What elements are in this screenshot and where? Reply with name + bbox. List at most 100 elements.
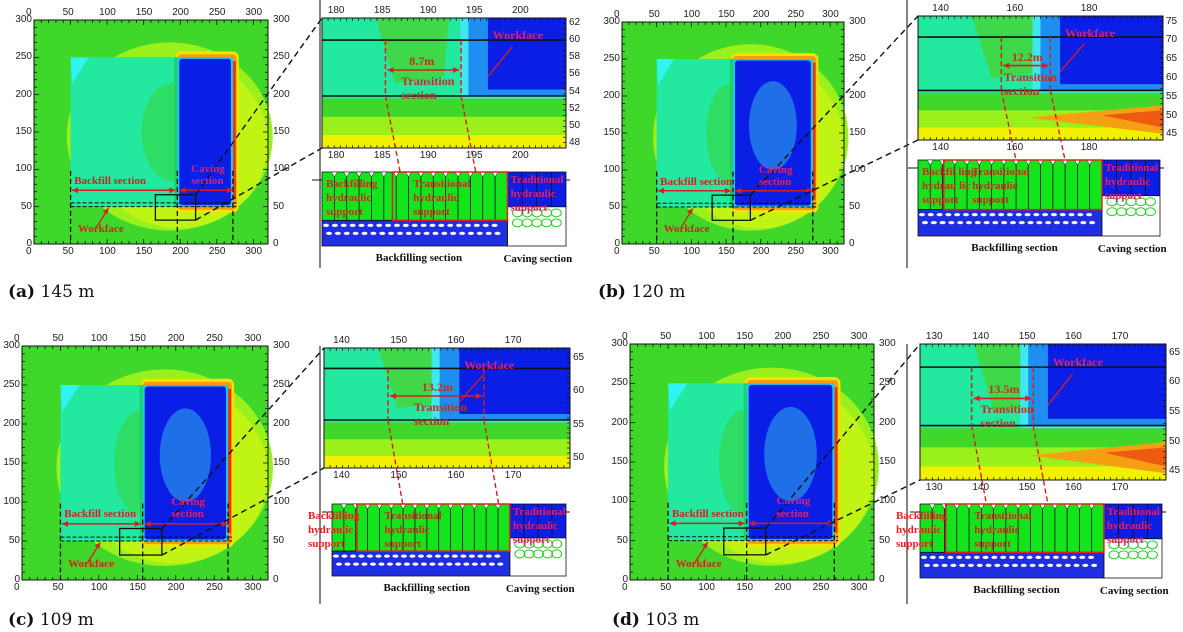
zoom-x-tick-top: 140 bbox=[333, 335, 350, 346]
overview-y-tick-left: 150 bbox=[3, 457, 20, 468]
overview-y-tick-left: 0 bbox=[26, 238, 32, 249]
workface-label: Workface bbox=[663, 223, 710, 236]
overview-x-tick-top: 50 bbox=[648, 9, 660, 20]
panel-caption: (b) 120 m bbox=[598, 282, 685, 302]
backfill-section-label: Backfill section bbox=[74, 175, 147, 188]
overview-y-tick-right: 100 bbox=[879, 495, 896, 507]
zoom-x-tick-bottom: 195 bbox=[465, 150, 483, 161]
zoom-x-tick-top: 130 bbox=[925, 331, 943, 342]
caving-section-label: Caving bbox=[171, 495, 205, 508]
overview-y-tick-left: 100 bbox=[611, 495, 628, 507]
zoom-y-tick: 60 bbox=[569, 34, 581, 46]
transition-distance-label: 8.7m bbox=[409, 54, 435, 68]
overview-y-tick-right: 200 bbox=[273, 88, 290, 100]
zoom-x-tick-top: 170 bbox=[1111, 331, 1129, 342]
overview-x-tick-bottom: 50 bbox=[52, 582, 64, 593]
traditional-support-label: support bbox=[1104, 190, 1142, 202]
overview-y-tick-left: 150 bbox=[15, 126, 32, 137]
caving-section-label: Caving section bbox=[503, 253, 573, 265]
overview-x-tick-top: 200 bbox=[172, 7, 189, 18]
backfilling-support-label: Backfil ling bbox=[922, 166, 977, 178]
caving-section-label-2: section bbox=[191, 175, 224, 188]
traditional-support-label: hydraulic bbox=[1106, 520, 1153, 532]
overview-y-tick-right: 100 bbox=[849, 164, 866, 175]
overview-x-tick-bottom: 0 bbox=[14, 582, 20, 593]
zoom-x-tick-top: 140 bbox=[932, 3, 949, 14]
zoom-y-tick: 50 bbox=[1166, 109, 1178, 121]
transitional-support-label: hydraulic bbox=[972, 180, 1018, 192]
transition-section-label-2: section bbox=[413, 414, 450, 428]
overview-y-tick-right: 250 bbox=[273, 379, 290, 390]
zoom-y-tick: 55 bbox=[1166, 90, 1178, 102]
zoom-x-tick-top: 180 bbox=[1080, 3, 1098, 14]
overview-y-tick-left: 50 bbox=[616, 534, 628, 546]
zoom-y-tick: 56 bbox=[569, 68, 581, 80]
transition-distance-label: 13.5m bbox=[988, 382, 1020, 397]
caption-value: 109 m bbox=[39, 610, 94, 630]
panel-caption: (a) 145 m bbox=[8, 282, 95, 302]
transition-section-label: Transition bbox=[413, 400, 468, 414]
transition-section-label-2: section bbox=[1003, 83, 1040, 98]
overview-x-tick-bottom: 300 bbox=[850, 582, 868, 593]
zoom-workface-label: Workface bbox=[464, 357, 515, 372]
zoom-x-tick-bottom: 180 bbox=[1080, 142, 1098, 153]
workface-label: Workface bbox=[77, 223, 124, 236]
overview-y-tick-right: 100 bbox=[273, 496, 290, 507]
overview-x-tick-bottom: 300 bbox=[245, 246, 263, 257]
transition-section-label-2: section bbox=[980, 416, 1016, 431]
zoom-y-tick: 60 bbox=[1169, 376, 1181, 388]
overview-x-tick-bottom: 250 bbox=[787, 246, 805, 257]
zoom-y-tick: 60 bbox=[1166, 72, 1178, 83]
zoom-x-tick-bottom: 190 bbox=[419, 150, 437, 161]
zoom-x-tick-top: 140 bbox=[972, 331, 990, 342]
caption-letter: (a) bbox=[8, 282, 36, 302]
overview-y-tick-left: 50 bbox=[20, 200, 32, 212]
overview-y-tick-left: 300 bbox=[3, 340, 20, 351]
backfilling-section-label: Backfilling section bbox=[383, 582, 470, 594]
transitional-support-label: support bbox=[413, 206, 450, 218]
zoom-x-tick-top: 185 bbox=[373, 5, 391, 16]
caving-section-label: Caving bbox=[758, 164, 793, 177]
overview-x-tick-bottom: 0 bbox=[26, 246, 32, 257]
zoom-x-tick-bottom: 140 bbox=[333, 470, 350, 481]
transitional-support-label: support bbox=[972, 194, 1009, 206]
overview-x-tick-bottom: 250 bbox=[812, 582, 830, 593]
overview-x-tick-top: 100 bbox=[698, 331, 715, 342]
zoom-x-tick-top: 190 bbox=[419, 5, 437, 16]
transitional-support-label: hydraulic bbox=[413, 192, 459, 204]
zoom-y-tick: 55 bbox=[573, 418, 585, 430]
backfilling-support-label: hydraulic bbox=[326, 192, 372, 204]
overview-y-tick-right: 250 bbox=[273, 51, 290, 63]
zoom-y-tick: 65 bbox=[1166, 53, 1178, 65]
overview-y-tick-right: 0 bbox=[849, 238, 855, 249]
workface-label: Workface bbox=[675, 557, 722, 570]
backfilling-support-label: Backfilling bbox=[308, 510, 360, 522]
overview-x-tick-bottom: 150 bbox=[129, 582, 146, 593]
traditional-support-label: hydraulic bbox=[1104, 176, 1151, 188]
traditional-support-label: support bbox=[512, 534, 550, 546]
overview-y-tick-left: 300 bbox=[603, 16, 620, 27]
zoom-x-tick-bottom: 170 bbox=[504, 470, 522, 481]
zoom-x-tick-top: 195 bbox=[465, 5, 483, 16]
zoom-x-tick-bottom: 180 bbox=[327, 150, 345, 161]
backfill-section-label: Backfill section bbox=[671, 507, 744, 520]
zoom-workface-label: Workface bbox=[492, 28, 543, 43]
zoom-y-tick: 54 bbox=[569, 85, 581, 97]
overview-y-tick-left: 250 bbox=[603, 53, 620, 64]
overview-x-tick-bottom: 200 bbox=[167, 582, 185, 593]
zoom-y-tick: 50 bbox=[569, 119, 581, 131]
overview-x-tick-top: 150 bbox=[718, 9, 735, 20]
overview-y-tick-right: 250 bbox=[849, 53, 866, 64]
overview-y-tick-right: 50 bbox=[273, 535, 285, 546]
backfill-section-label: Backfill section bbox=[660, 175, 732, 188]
transitional-support-label: support bbox=[384, 538, 422, 550]
overview-y-tick-right: 0 bbox=[273, 574, 279, 585]
overview-x-tick-bottom: 100 bbox=[99, 246, 116, 257]
overview-x-tick-top: 50 bbox=[52, 333, 64, 344]
overview-x-tick-bottom: 200 bbox=[172, 246, 189, 257]
